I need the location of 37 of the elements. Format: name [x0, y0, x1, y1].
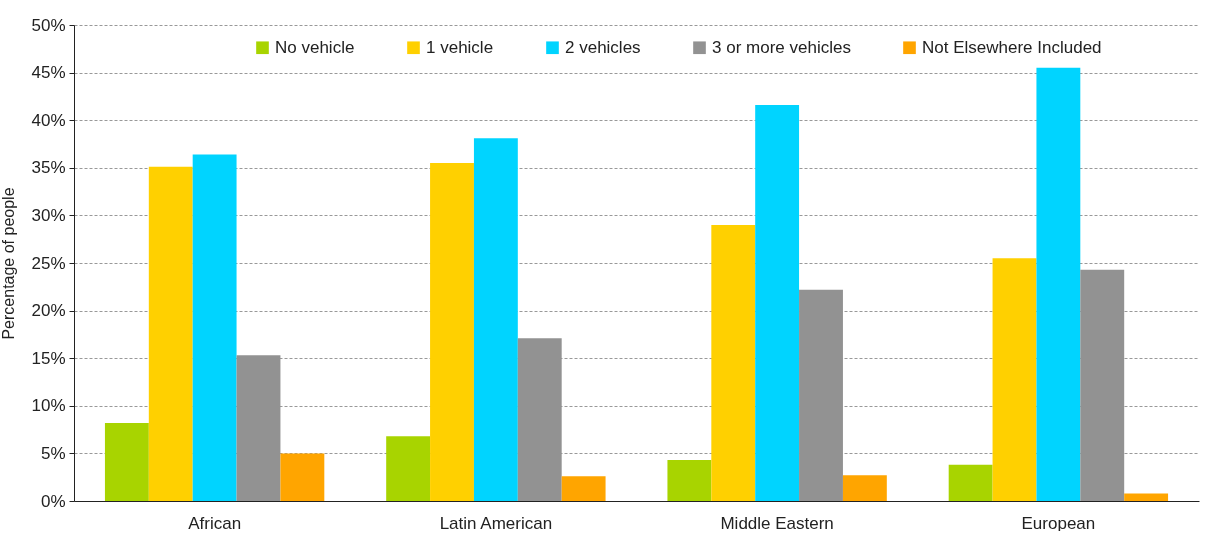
- bar: [799, 289, 843, 501]
- bar: [280, 453, 325, 501]
- legend-label: No vehicle: [275, 37, 355, 57]
- y-tick-label: 15%: [31, 348, 66, 368]
- bar: [104, 422, 149, 501]
- bar: [842, 475, 887, 501]
- y-axis-title: Percentage of people: [0, 187, 18, 340]
- bar: [755, 104, 800, 501]
- bar: [148, 166, 193, 501]
- bar: [473, 138, 518, 501]
- legend-label: 2 vehicles: [565, 37, 641, 57]
- bar: [711, 224, 756, 501]
- y-tick-label: 5%: [40, 443, 66, 463]
- bar: [386, 436, 431, 501]
- y-tick-label: 35%: [31, 158, 66, 178]
- x-tick-label: African: [188, 513, 242, 533]
- legend-label: 1 vehicle: [426, 37, 494, 57]
- y-tick-label: 50%: [31, 15, 66, 35]
- legend-label: Not Elsewhere Included: [922, 37, 1102, 57]
- bar: [561, 476, 606, 501]
- x-tick-label: Latin American: [439, 513, 553, 533]
- legend-label: 3 or more vehicles: [712, 37, 851, 57]
- bar: [1036, 67, 1081, 501]
- y-tick-label: 0%: [40, 491, 66, 511]
- bar: [948, 464, 993, 501]
- bar: [192, 154, 237, 501]
- bar: [430, 163, 474, 501]
- x-tick-label: Middle Eastern: [720, 513, 834, 533]
- y-tick-label: 40%: [31, 110, 66, 130]
- y-tick-label: 10%: [31, 396, 66, 416]
- bar: [667, 460, 712, 501]
- bar: [1124, 493, 1169, 501]
- bar: [992, 258, 1037, 501]
- y-tick-label: 20%: [31, 301, 66, 321]
- y-tick-label: 45%: [31, 63, 66, 83]
- y-tick-label: 30%: [31, 205, 66, 225]
- y-tick-label: 25%: [31, 253, 66, 273]
